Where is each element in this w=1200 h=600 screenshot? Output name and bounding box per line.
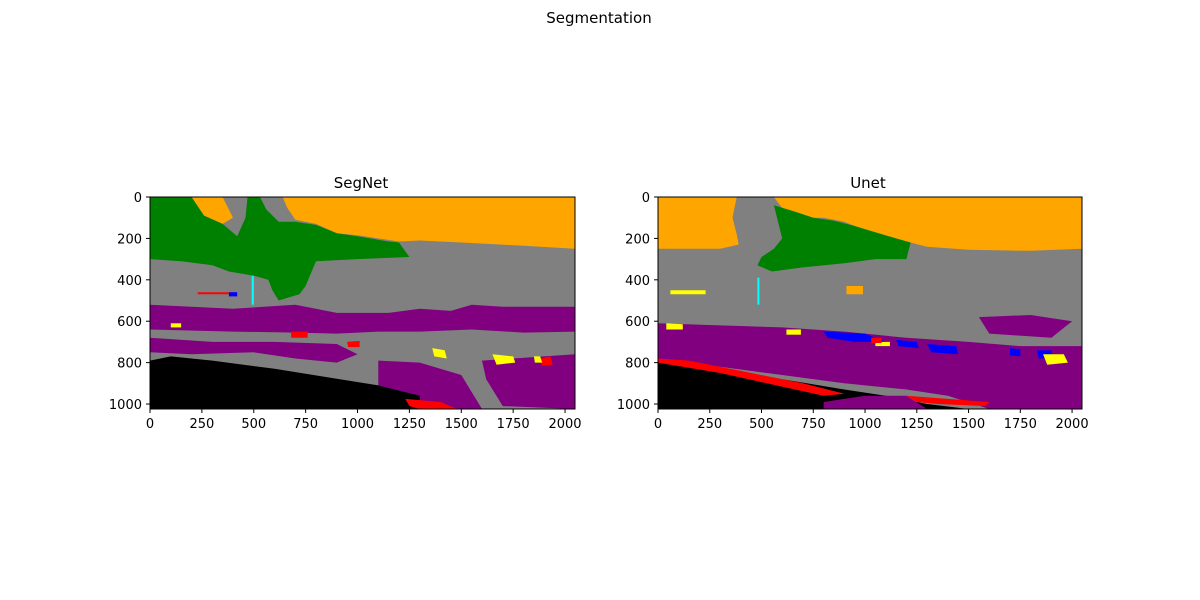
unet-x-tick-label: 0 — [654, 417, 662, 432]
unet-x-tick-label: 500 — [749, 417, 774, 432]
figure-title: Segmentation — [546, 9, 651, 27]
unet-region-purple — [978, 315, 1073, 338]
unet-region-blue — [1010, 348, 1021, 357]
segnet-region-red — [291, 331, 308, 338]
segnet-y-tick-label: 600 — [117, 315, 142, 330]
unet-y-tick-label: 1000 — [617, 398, 650, 413]
segnet-x-tick-label: 1000 — [341, 417, 374, 432]
unet-region-yellow — [666, 323, 683, 330]
segnet-y-tick-label: 400 — [117, 274, 142, 289]
segnet-y-tick-label: 1000 — [109, 398, 142, 413]
unet-y-tick-label: 800 — [625, 357, 650, 372]
segnet-x-tick-label: 1500 — [445, 417, 478, 432]
segnet-region-green — [150, 197, 410, 301]
unet-region-red — [658, 358, 845, 396]
unet-region-purple — [689, 327, 865, 342]
unet-frame — [657, 196, 1083, 410]
segnet-x-tick-label: 750 — [293, 417, 318, 432]
segnet-y-tick-label: 200 — [117, 232, 142, 247]
segnet-x-tick-label: 2000 — [548, 417, 581, 432]
segnet-region-red — [347, 340, 360, 348]
unet-region-orange — [773, 197, 1082, 251]
segnet-region-cyan — [251, 275, 254, 305]
unet-region-blue — [823, 331, 886, 342]
unet-region-orange — [846, 286, 863, 295]
segnet-region-orange — [191, 197, 233, 224]
segnet-title: SegNet — [334, 174, 389, 192]
unet-axes: Unet 0 250 500 750 1000 1250 1500 1750 2000 0 200 4… — [617, 174, 1089, 432]
unet-segmentation-image — [658, 197, 1082, 409]
segnet-segmentation-image — [150, 197, 575, 409]
unet-x-tick-label: 750 — [801, 417, 826, 432]
unet-x-tick-label: 250 — [697, 417, 722, 432]
unet-region-orange — [658, 197, 739, 249]
segnet-region-purple — [150, 337, 358, 363]
segnet-region-yellow — [533, 356, 543, 363]
segnet-x-tick-label: 1750 — [497, 417, 530, 432]
segnet-y-tick-label: 0 — [134, 191, 142, 206]
unet-region-blue — [927, 344, 959, 355]
segnet-region-yellow — [170, 323, 182, 328]
unet-x-tick-label: 1500 — [952, 417, 985, 432]
segnet-frame — [149, 196, 576, 410]
segnet-region-red — [197, 292, 229, 295]
unet-y-tick-label: 200 — [625, 232, 650, 247]
unet-region-red — [871, 337, 882, 343]
segnet-region-purple — [482, 354, 575, 409]
unet-title: Unet — [850, 174, 886, 192]
unet-x-tick-label: 1250 — [900, 417, 933, 432]
segnet-x-tick-label: 0 — [146, 417, 154, 432]
segnet-region-yellow — [432, 348, 447, 359]
unet-region-purple — [658, 323, 1082, 409]
unet-region-cyan — [757, 277, 760, 305]
unet-y-tick-label: 600 — [625, 315, 650, 330]
unet-region-blue — [896, 339, 919, 349]
unet-region-green — [757, 205, 911, 272]
unet-y-tick-label: 400 — [625, 274, 650, 289]
segnet-x-tick-label: 500 — [241, 417, 266, 432]
segnet-region-blue — [228, 292, 238, 297]
segnet-y-tick-label: 800 — [117, 357, 142, 372]
unet-region-yellow — [786, 329, 801, 335]
segnet-x-tick-label: 250 — [189, 417, 214, 432]
segnet-region-red — [405, 398, 458, 409]
unet-region-red — [906, 395, 990, 407]
unet-region-purple — [823, 395, 928, 409]
segnet-region-orange — [282, 197, 575, 249]
segnet-region-red — [540, 356, 553, 366]
unet-region-yellow — [670, 290, 706, 295]
segnet-region-yellow — [492, 354, 516, 365]
unet-x-tick-label: 1000 — [848, 417, 881, 432]
segnet-axes: SegNet 0 250 500 750 1000 1250 1500 1750 2000 0 20… — [109, 174, 582, 432]
unet-y-tick-label: 0 — [642, 191, 650, 206]
unet-x-tick-label: 2000 — [1056, 417, 1089, 432]
segnet-region-black — [150, 356, 420, 409]
unet-x-tick-label: 1750 — [1004, 417, 1037, 432]
segnet-region-purple — [150, 304, 575, 334]
unet-region-yellow — [1043, 354, 1068, 365]
segnet-x-tick-label: 1250 — [393, 417, 426, 432]
